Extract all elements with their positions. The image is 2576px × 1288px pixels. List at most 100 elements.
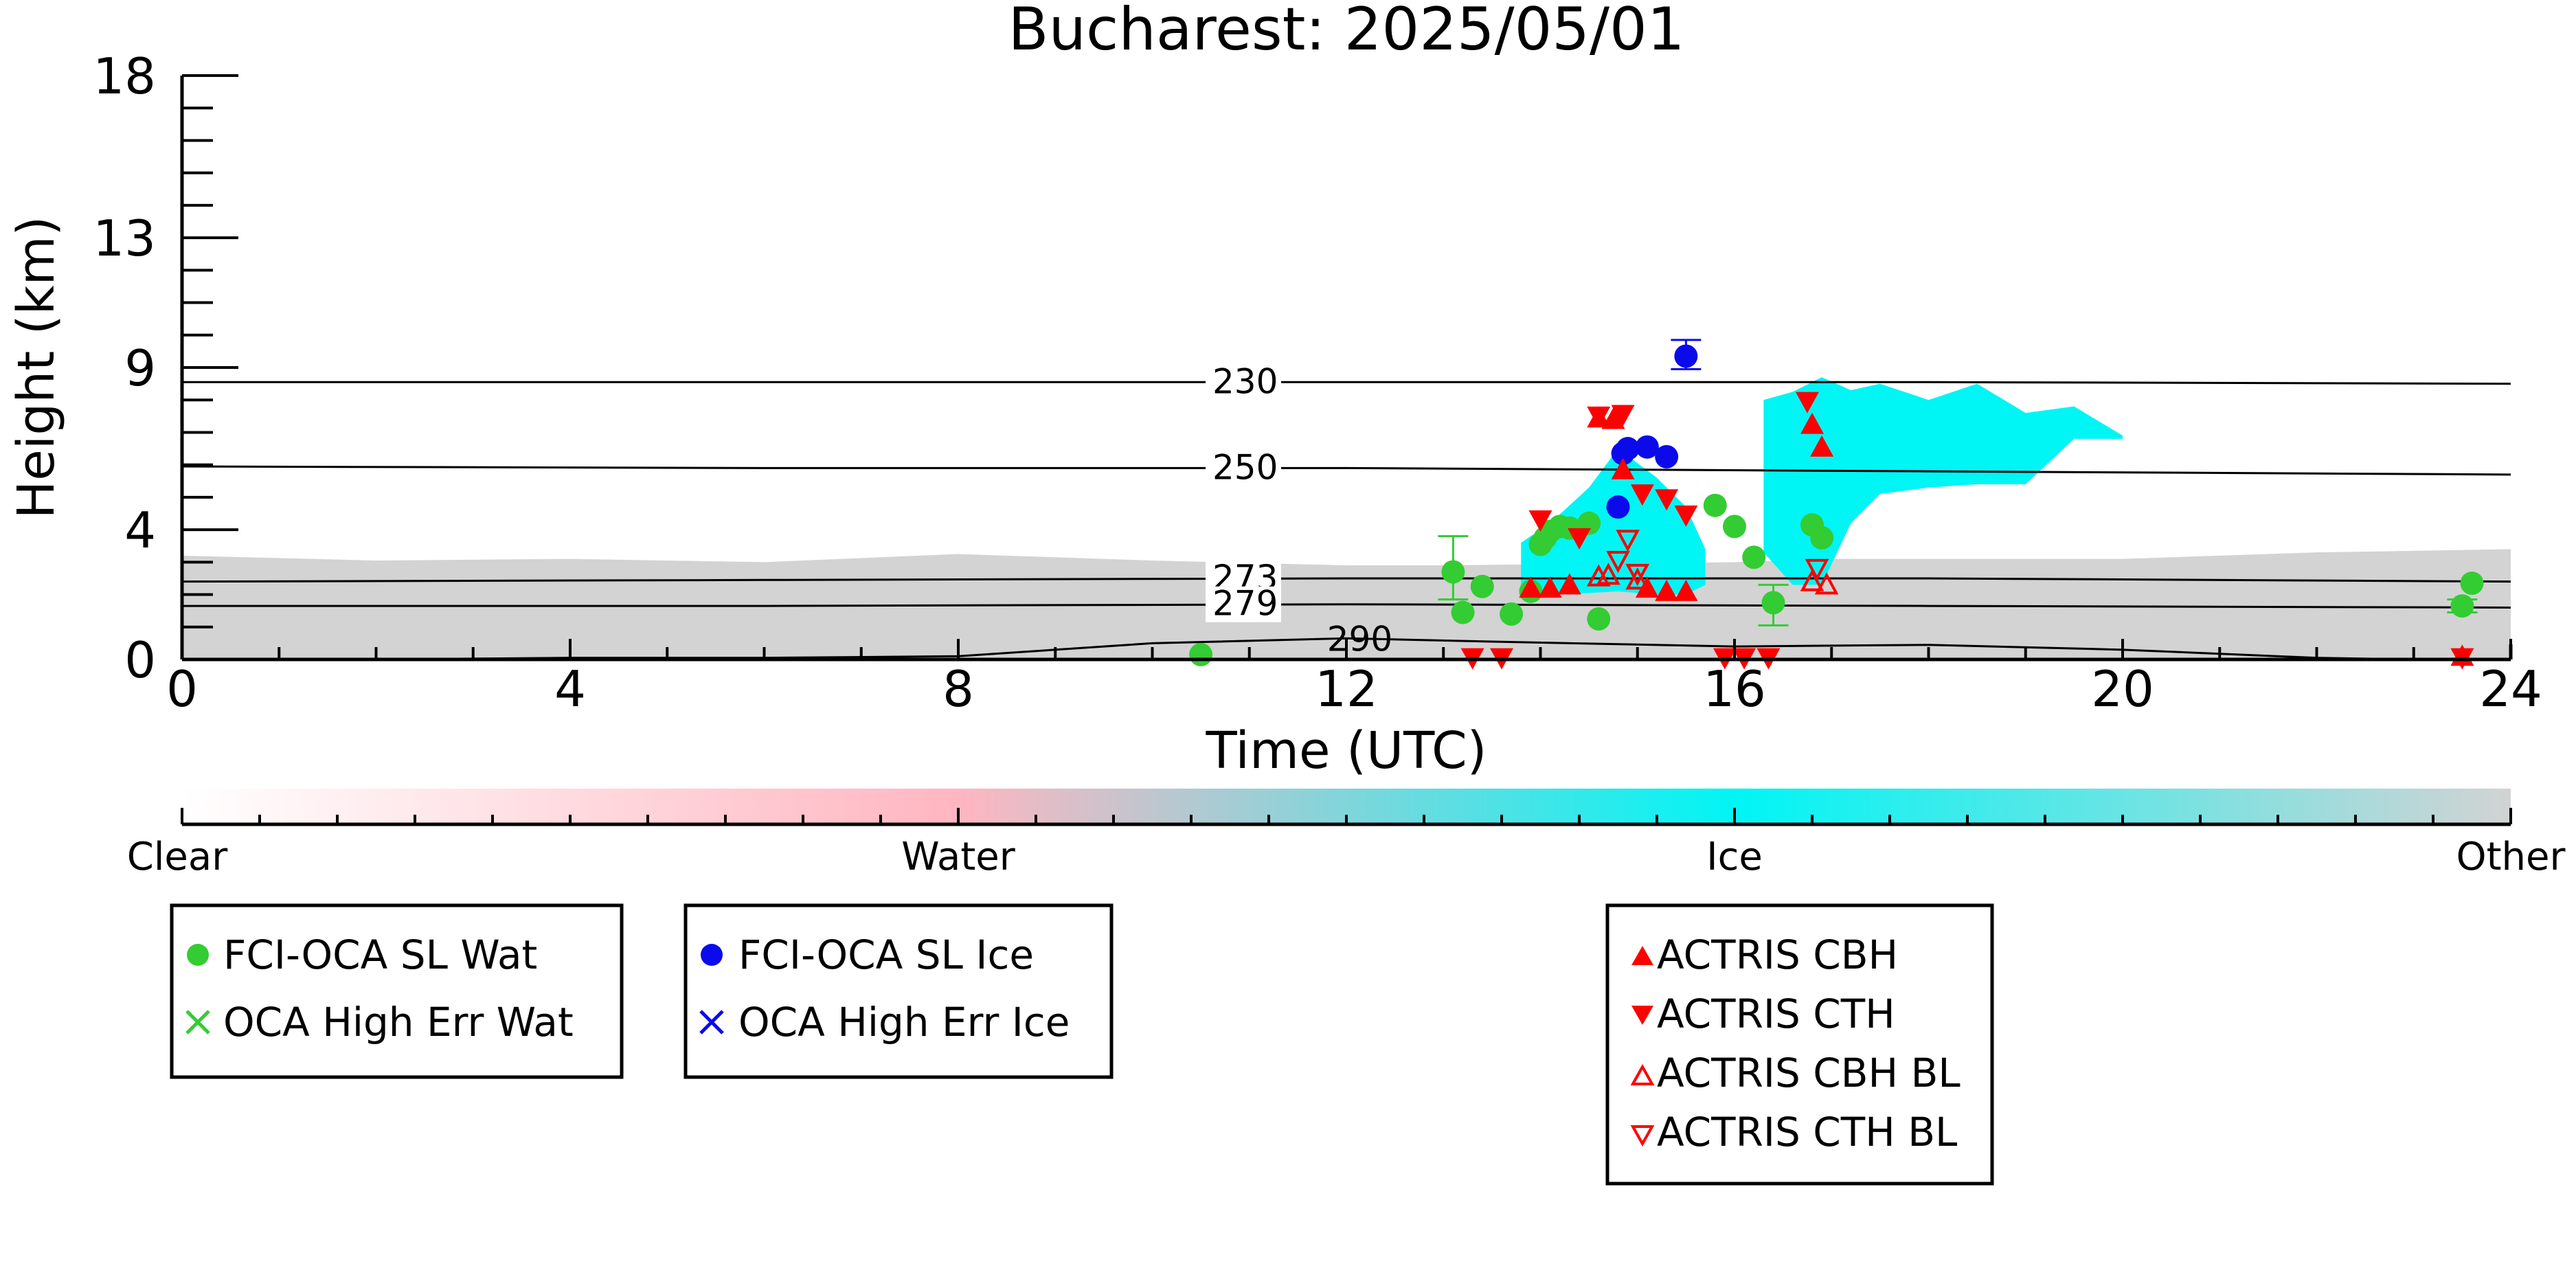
y-tick-label-0: 0: [124, 631, 156, 689]
x-tick-label-8: 8: [942, 660, 974, 718]
marker-actris-cth-7: [1655, 489, 1679, 511]
legend-label-water-high-err: OCA High Err Wat: [223, 999, 574, 1046]
contour-line-273: [181, 577, 2511, 583]
marker-fci-oca-sl-wat-4: [1500, 602, 1524, 626]
marker-fci-oca-sl-wat-18: [1810, 526, 1834, 550]
field-ice-1: [1521, 449, 1706, 595]
marker-actris-cbh-8: [1674, 579, 1698, 601]
marker-actris-cbh-5: [1611, 457, 1635, 479]
marker-actris-cbh-bl-1: [1596, 563, 1620, 585]
marker-actris-cth-bl-1: [1616, 530, 1640, 552]
marker-fci-oca-sl-wat-15: [1742, 545, 1766, 569]
legend-ice-x-icon: [699, 1010, 724, 1035]
contour-label-290: 290: [1327, 620, 1392, 659]
marker-actris-cbh-9: [1800, 412, 1824, 434]
colorbar-label-clear: Clear: [127, 835, 228, 879]
marker-actris-cbh-bl-4: [1814, 572, 1839, 595]
legend-cbh-triangle-up-icon: [1631, 946, 1653, 965]
contour-label-bg-250: [1206, 450, 1281, 486]
colorbar-label-other: Other: [2456, 835, 2566, 879]
y-tick-label-13: 13: [93, 210, 156, 267]
legend-ice-circle-icon: [701, 944, 723, 966]
legend-cth-bl-triangle-down-open-icon: [1630, 1125, 1655, 1147]
colorbar: Clear Water Ice Other: [127, 789, 2566, 879]
x-tick-label-20: 20: [2091, 660, 2154, 718]
contour-label-230: 230: [1212, 361, 1278, 401]
legend-label-cbh: ACTRIS CBH: [1657, 931, 1898, 978]
marker-fci-oca-sl-wat-1: [1441, 560, 1465, 584]
legend-cth-triangle-down-icon: [1631, 1006, 1653, 1025]
x-axis-label: Time (UTC): [1205, 721, 1487, 780]
contour-label-250: 250: [1212, 447, 1278, 487]
marker-fci-oca-sl-wat-3: [1470, 574, 1494, 598]
contour-line-250: [181, 465, 2511, 476]
cloud-phase-field: [182, 377, 2511, 659]
marker-fci-oca-sl-ice-3: [1635, 435, 1659, 459]
legend-water: FCI-OCA SL Wat OCA High Err Wat: [170, 903, 624, 1079]
marker-actris-cbh-2: [1557, 573, 1581, 595]
data-markers: [1189, 344, 2484, 670]
marker-fci-oca-sl-wat-2: [1451, 600, 1475, 624]
x-tick-label-24: 24: [2479, 660, 2542, 718]
legend-cbh-bl-triangle-up-open-icon: [1630, 1063, 1655, 1085]
contour-label-bg-230: [1206, 364, 1281, 400]
x-tick-label-4: 4: [554, 660, 586, 718]
marker-fci-oca-sl-wat-19: [2450, 594, 2474, 618]
marker-fci-oca-sl-ice-4: [1655, 444, 1679, 468]
x-ticks: 0 4 8 12 16 20 24: [166, 639, 2542, 718]
y-axis-label: Height (km): [7, 216, 66, 519]
contour-label-bg-279: [1206, 586, 1281, 622]
y-tick-label-18: 18: [93, 47, 156, 105]
colorbar-label-water: Water: [901, 835, 1016, 879]
marker-actris-cth-6: [1630, 484, 1654, 506]
legend-ice: FCI-OCA SL Ice OCA High Err Ice: [683, 903, 1114, 1079]
y-tick-label-4: 4: [124, 501, 156, 559]
x-tick-label-16: 16: [1703, 660, 1766, 718]
legend-water-box: [170, 903, 624, 1079]
marker-actris-cth-bl-0: [1606, 550, 1630, 574]
marker-fci-oca-sl-wat-13: [1703, 493, 1727, 517]
contour-line-279: [182, 603, 2511, 609]
marker-fci-oca-sl-wat-14: [1723, 515, 1746, 539]
marker-actris-cth-4: [1587, 406, 1611, 428]
x-tick-label-0: 0: [166, 660, 198, 718]
marker-actris-cbh-0: [1519, 576, 1543, 598]
legend-ice-box: [683, 903, 1114, 1079]
marker-actris-cth-3: [1568, 528, 1591, 550]
marker-actris-cbh-4: [1601, 407, 1625, 429]
marker-actris-cth-2: [1528, 510, 1552, 532]
legend-label-cth: ACTRIS CTH: [1657, 991, 1895, 1037]
marker-actris-cth-bl-3: [1805, 558, 1829, 581]
x-tick-label-12: 12: [1315, 660, 1378, 718]
marker-fci-oca-sl-wat-16: [1761, 591, 1785, 615]
marker-fci-oca-sl-wat-12: [1587, 607, 1611, 631]
legend-actris: ACTRIS CBH ACTRIS CTH ACTRIS CBH BL ACTR…: [1605, 903, 1994, 1186]
legend-label-cth-bl: ACTRIS CTH BL: [1657, 1109, 1957, 1155]
colorbar-ticks: [181, 808, 2512, 824]
marker-actris-cth-12: [1795, 392, 1819, 414]
marker-fci-oca-sl-ice-5: [1606, 495, 1630, 519]
legend-water-x-icon: [185, 1010, 210, 1035]
legend-actris-box: [1605, 903, 1994, 1186]
colorbar-label-ice: Ice: [1706, 835, 1763, 879]
contour-label-279: 279: [1212, 584, 1278, 624]
marker-fci-oca-sl-ice-0: [1674, 344, 1698, 368]
marker-actris-cbh-bl-2: [1625, 567, 1650, 590]
marker-fci-oca-sl-ice-2: [1616, 437, 1640, 461]
marker-actris-cth-bl-2: [1625, 563, 1650, 587]
marker-actris-cbh-10: [1810, 435, 1834, 457]
marker-actris-cth-5: [1611, 405, 1635, 427]
field-ice-2: [1763, 377, 2123, 585]
legend-label-ice: FCI-OCA SL Ice: [738, 931, 1034, 978]
y-ticks: 0 4 9 13 18: [93, 47, 238, 689]
legend-label-cbh-bl: ACTRIS CBH BL: [1657, 1050, 1961, 1096]
marker-actris-cth-8: [1674, 505, 1698, 527]
contour-line-230: [182, 381, 2511, 385]
marker-fci-oca-sl-wat-0: [1189, 642, 1213, 666]
marker-fci-oca-sl-wat-20: [2460, 572, 2484, 596]
marker-actris-cbh-1: [1538, 576, 1562, 598]
legend-label-ice-high-err: OCA High Err Ice: [738, 999, 1070, 1046]
legend-label-water: FCI-OCA SL Wat: [223, 931, 537, 978]
